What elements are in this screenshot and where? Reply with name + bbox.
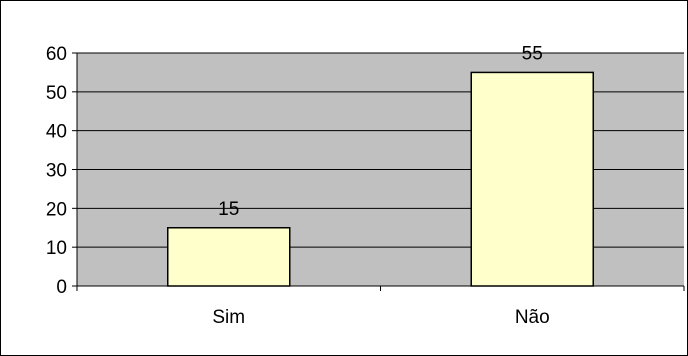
x-axis-ticks <box>76 286 685 291</box>
y-axis-tick-labels: 0 10 20 30 40 50 60 <box>46 44 67 298</box>
category-label: Não <box>515 307 550 328</box>
y-tick-label: 30 <box>46 161 67 182</box>
bar-1 <box>470 71 594 287</box>
y-tick-label: 10 <box>46 238 67 259</box>
x-axis-category-labels: Sim Não <box>212 307 549 328</box>
y-tick-label: 20 <box>46 199 67 220</box>
data-label: 55 <box>522 43 543 64</box>
y-axis-ticks <box>72 52 77 287</box>
bar-0 <box>167 227 291 287</box>
y-tick-label: 0 <box>56 277 67 298</box>
y-tick-label: 60 <box>46 44 67 65</box>
bars <box>167 71 594 287</box>
y-tick-label: 40 <box>46 122 67 143</box>
data-label: 15 <box>218 199 239 220</box>
category-label: Sim <box>212 307 245 328</box>
y-tick-label: 50 <box>46 83 67 104</box>
